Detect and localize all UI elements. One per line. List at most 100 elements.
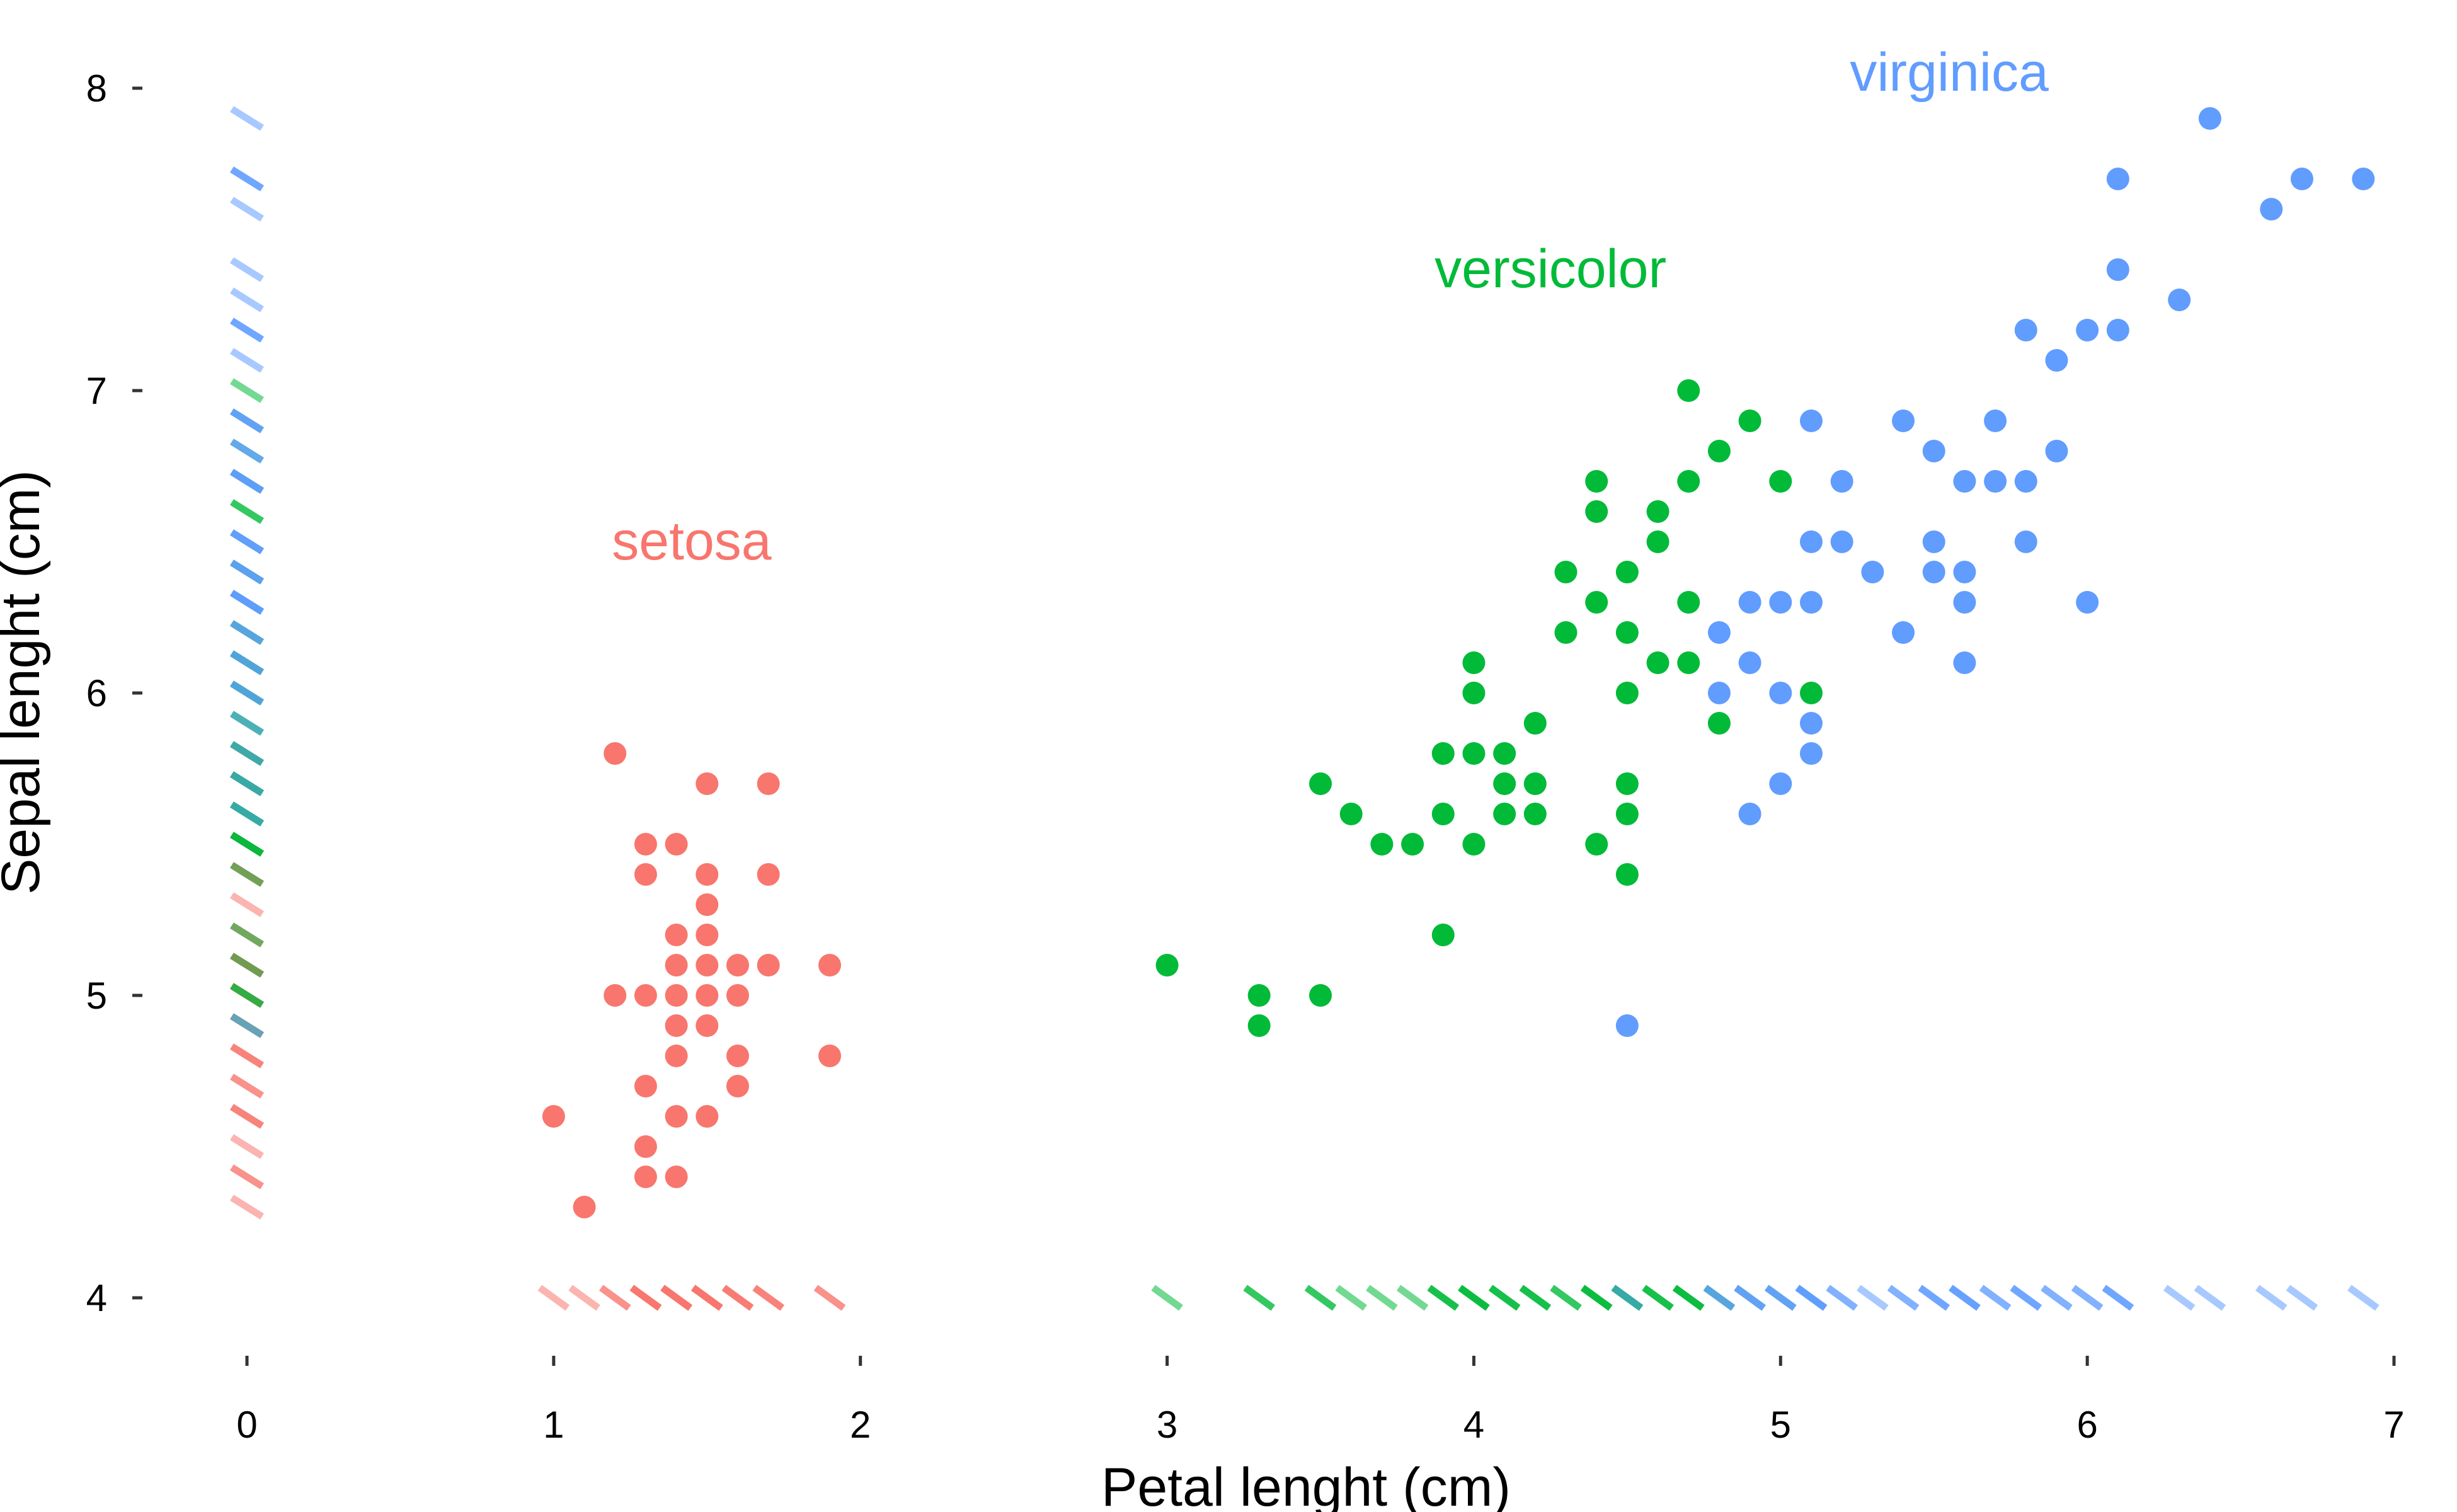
point-versicolor-9	[1431, 803, 1455, 825]
point-virginica-8	[1769, 772, 1792, 795]
rug-y-mark-virginica	[230, 408, 264, 433]
point-virginica-19	[1922, 440, 1945, 462]
rug-x-mark-versicolor	[1396, 1285, 1429, 1311]
rug-x-mark-setosa	[752, 1285, 784, 1311]
point-versicolor-4	[1309, 984, 1332, 1007]
rug-y-mark-virginica	[230, 711, 264, 736]
rug-x-mark-virginica	[2010, 1285, 2042, 1311]
point-setosa-1	[573, 1196, 596, 1218]
rug-y-mark-setosa	[230, 1074, 264, 1099]
rug-x-mark-setosa	[598, 1285, 631, 1311]
rug-y-mark-virginica	[230, 257, 264, 282]
point-setosa-29	[726, 1075, 749, 1097]
point-virginica-31	[2045, 349, 2068, 372]
point-versicolor-27	[1615, 561, 1639, 583]
x-tick-label-5: 5	[1770, 1404, 1791, 1446]
rug-y-mark-setosa	[230, 1104, 264, 1129]
point-virginica-36	[2106, 258, 2129, 281]
point-setosa-28	[726, 1045, 749, 1067]
rug-x-mark-virginica	[1887, 1285, 1920, 1311]
point-versicolor-8	[1431, 742, 1455, 765]
point-versicolor-6	[1370, 833, 1394, 856]
y-tick-label-8: 8	[86, 67, 107, 110]
point-virginica-5	[1738, 803, 1761, 825]
point-setosa-13	[665, 984, 688, 1007]
point-virginica-39	[2198, 107, 2221, 130]
rug-x-mark-virginica	[2163, 1285, 2196, 1311]
point-virginica-1	[1707, 621, 1731, 644]
rug-x-mark-virginica	[1918, 1285, 1950, 1311]
y-tick-label-4: 4	[86, 1277, 107, 1319]
point-versicolor-30	[1615, 772, 1639, 795]
rug-x-mark-versicolor	[1550, 1285, 1582, 1311]
rug-y-mark-virginica	[230, 650, 264, 675]
annotation-setosa: setosa	[612, 511, 772, 571]
x-tick-label-1: 1	[543, 1404, 564, 1446]
y-axis-title: Sepal lenght (cm)	[0, 470, 51, 895]
rug-x-mark-setosa	[691, 1285, 723, 1311]
x-tick-label-7: 7	[2383, 1404, 2404, 1446]
point-setosa-9	[634, 1166, 657, 1188]
point-versicolor-21	[1554, 561, 1578, 583]
y-tick-label-5: 5	[86, 975, 107, 1017]
point-setosa-32	[757, 954, 780, 976]
rug-x-mark-versicolor	[1304, 1285, 1337, 1311]
rug-x-mark-virginica	[1857, 1285, 1889, 1311]
point-virginica-37	[2106, 319, 2129, 341]
annotation-virginica: virginica	[1850, 42, 2049, 103]
rug-x-mark-virginica	[1611, 1285, 1644, 1311]
point-versicolor-2	[1247, 1014, 1271, 1037]
point-setosa-20	[696, 893, 719, 916]
point-virginica-4	[1738, 651, 1761, 674]
y-axis: 4 5 6 7 8	[86, 67, 142, 1319]
rug-x-mark-virginica	[2071, 1285, 2104, 1311]
point-virginica-38	[2168, 289, 2191, 311]
point-versicolor-40	[1707, 440, 1731, 462]
point-virginica-6	[1769, 591, 1792, 614]
rug-y-mark-virginica	[230, 438, 264, 464]
rug-x-mark-setosa	[721, 1285, 754, 1311]
rug-y-mark-virginica	[230, 741, 264, 766]
point-virginica-26	[1984, 410, 2007, 432]
point-versicolor-34	[1646, 530, 1670, 553]
rug-y-mark-virginica	[230, 197, 264, 222]
point-versicolor-42	[1738, 410, 1761, 432]
y-tick-label-6: 6	[86, 672, 107, 714]
point-virginica-34	[2076, 591, 2099, 614]
point-versicolor-41	[1707, 712, 1731, 735]
point-setosa-18	[696, 772, 719, 795]
rug-x-mark-virginica	[2102, 1285, 2134, 1311]
rug-x-mark-virginica	[1703, 1285, 1736, 1311]
point-virginica-3	[1738, 591, 1761, 614]
rug-y-mark-virginica	[230, 287, 264, 312]
point-versicolor-17	[1493, 803, 1516, 825]
rug-x-mark-versicolor	[1151, 1285, 1183, 1311]
rug-y-mark-virginica	[230, 529, 264, 554]
rug-x-mark-versicolor	[1580, 1285, 1613, 1311]
point-virginica-22	[1953, 470, 1976, 493]
point-setosa-22	[696, 954, 719, 976]
point-setosa-26	[726, 954, 749, 976]
point-setosa-27	[726, 984, 749, 1007]
rug-x-mark-virginica	[1949, 1285, 1981, 1311]
point-virginica-33	[2076, 319, 2099, 341]
rug-x-mark-virginica	[2286, 1285, 2318, 1311]
rug-x-mark-virginica	[2255, 1285, 2288, 1311]
point-setosa-8	[634, 1135, 657, 1158]
point-versicolor-43	[1769, 470, 1792, 493]
rug-x-mark-versicolor	[1488, 1285, 1521, 1311]
point-virginica-41	[2290, 168, 2313, 190]
point-versicolor-16	[1493, 772, 1516, 795]
rug-y-mark-virginica	[230, 680, 264, 706]
rug-x-mark-versicolor	[1672, 1285, 1705, 1311]
rug-x-mark-setosa	[813, 1285, 846, 1311]
rug-y-mark-setosa	[230, 1043, 264, 1068]
point-setosa-21	[696, 924, 719, 946]
point-versicolor-26	[1585, 833, 1608, 856]
rug-x-mark-setosa	[568, 1285, 600, 1311]
point-versicolor-31	[1615, 803, 1639, 825]
point-setosa-14	[665, 1014, 688, 1037]
rug-y-mark-virginica	[230, 348, 264, 373]
point-setosa-5	[634, 863, 657, 886]
rug-y-mark-virginica	[230, 1013, 264, 1038]
